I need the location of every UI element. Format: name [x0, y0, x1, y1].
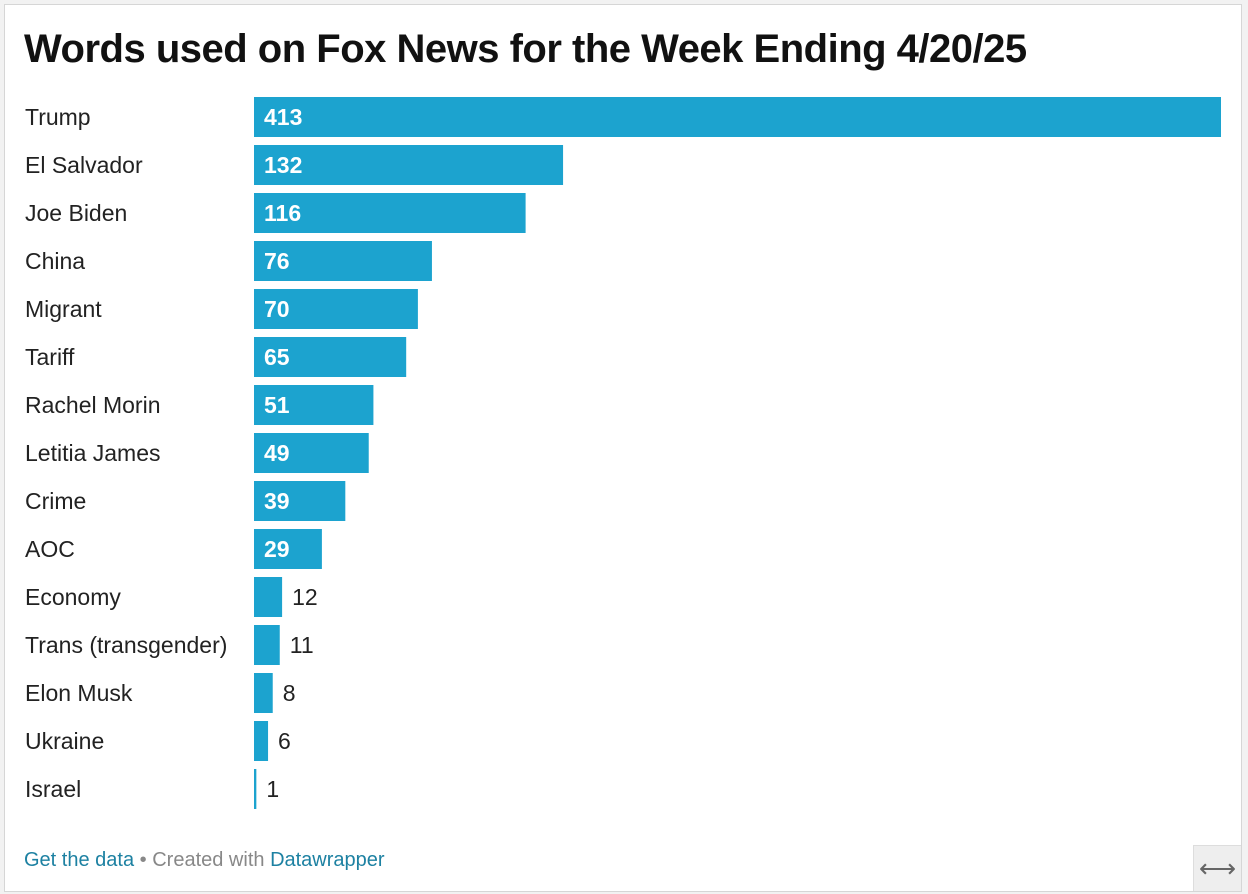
value-label: 413 — [264, 104, 302, 130]
bar — [254, 193, 526, 233]
value-label: 51 — [264, 392, 290, 418]
category-label: Economy — [25, 584, 121, 610]
value-label: 6 — [278, 728, 291, 754]
category-label: Ukraine — [25, 728, 104, 754]
bar — [254, 481, 346, 521]
value-label: 29 — [264, 536, 290, 562]
value-label: 70 — [264, 296, 290, 322]
value-label: 11 — [290, 632, 314, 658]
bar — [254, 97, 1221, 137]
bar — [254, 577, 283, 617]
bar — [254, 337, 407, 377]
value-label: 116 — [264, 200, 301, 226]
value-label: 76 — [264, 248, 290, 274]
created-with-text: Created with — [152, 849, 265, 871]
category-label: Tariff — [25, 344, 75, 370]
chart-frame: Words used on Fox News for the Week Endi… — [4, 4, 1242, 892]
category-label: Migrant — [25, 296, 102, 322]
expand-icon[interactable]: ⟷ — [1193, 845, 1241, 891]
value-label: 39 — [264, 488, 290, 514]
category-label: Elon Musk — [25, 680, 133, 706]
chart-title: Words used on Fox News for the Week Endi… — [24, 27, 1027, 71]
bar — [254, 145, 564, 185]
category-label: Israel — [25, 776, 81, 802]
bar — [254, 433, 369, 473]
value-label: 1 — [266, 776, 279, 802]
bar — [254, 241, 432, 281]
get-the-data-link[interactable]: Get the data — [24, 849, 135, 871]
bar — [254, 721, 269, 761]
value-label: 12 — [292, 584, 318, 610]
bar — [254, 529, 322, 569]
category-label: El Salvador — [25, 152, 143, 178]
bar — [254, 673, 273, 713]
category-label: Letitia James — [25, 440, 161, 466]
bar — [254, 385, 374, 425]
bar — [254, 625, 280, 665]
category-label: Rachel Morin — [25, 392, 161, 418]
value-label: 8 — [283, 680, 296, 706]
value-label: 65 — [264, 344, 290, 370]
category-label: Trump — [25, 104, 91, 130]
bar — [254, 769, 257, 809]
category-label: AOC — [25, 536, 75, 562]
category-label: Trans (transgender) — [25, 632, 227, 658]
value-label: 132 — [264, 152, 302, 178]
bar — [254, 289, 418, 329]
category-label: China — [25, 248, 85, 274]
category-label: Joe Biden — [25, 200, 127, 226]
datawrapper-link[interactable]: Datawrapper — [270, 849, 385, 871]
value-label: 49 — [264, 440, 290, 466]
footer: Get the data • Created with Datawrapper — [24, 849, 385, 872]
category-label: Crime — [25, 488, 86, 514]
footer-separator: • — [139, 849, 147, 871]
